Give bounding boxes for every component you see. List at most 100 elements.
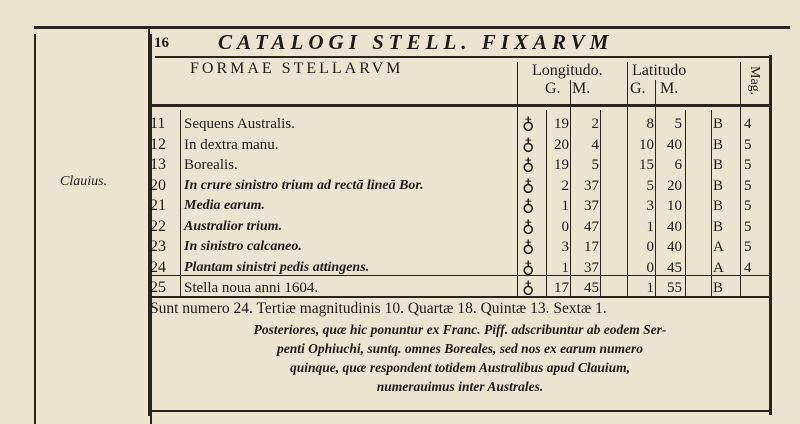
row-number: 13: [150, 156, 166, 173]
col-rule: [627, 62, 628, 296]
table-row: 21 Media earum. ♁ 1 37 3 10 B 5: [150, 196, 770, 216]
table-row: 11 Sequens Australis. ♁ 19 2 8 5 B 4: [150, 114, 770, 134]
latitude-degrees: 15: [639, 157, 654, 173]
latitude-minutes: 55: [667, 280, 682, 296]
col-rule: [517, 62, 518, 296]
top-rule: [34, 26, 790, 29]
latitude-degrees: 10: [639, 136, 654, 153]
longitude-minutes: 37: [584, 259, 599, 276]
magnitude: 4: [744, 259, 752, 276]
latitude-degrees: 8: [646, 116, 655, 132]
star-description: In sinistro calcaneo.: [184, 239, 302, 254]
longitude-degrees: 1: [561, 259, 570, 276]
longitude-minutes: 5: [591, 157, 600, 173]
summary-text: Sunt numero 24. Tertiæ magnitudinis 10. …: [150, 300, 607, 317]
margin-note: Clauius.: [60, 174, 108, 189]
latitude-direction: B: [713, 177, 724, 194]
latitude-minutes: 6: [674, 157, 683, 173]
magnitude: 5: [744, 136, 752, 153]
header-lat-m: M.: [660, 80, 679, 97]
longitude-degrees: 2: [561, 177, 570, 194]
longitude-degrees: 1: [561, 198, 570, 214]
longitude-degrees: 17: [554, 280, 569, 296]
col-rule: [600, 110, 601, 296]
table-row: 24 Plantam sinistri pedis attingens. ♁ 1 37 0…: [150, 258, 770, 278]
longitude-minutes: 37: [584, 198, 599, 214]
latitude-degrees: 0: [646, 239, 655, 255]
star-description: Borealis.: [184, 157, 238, 173]
latitude-direction: B: [713, 157, 724, 173]
header-latitudo: Latitudo: [632, 62, 687, 79]
star-description: In crure sinistro trium ad rectā lineā B…: [184, 177, 424, 193]
header-mag: Mag.: [747, 66, 762, 96]
latitude-degrees: 3: [646, 198, 655, 214]
latitude-direction: A: [713, 259, 724, 276]
row-number: 25: [150, 279, 166, 296]
longitude-minutes: 4: [591, 136, 600, 153]
latitude-minutes: 40: [667, 136, 682, 153]
latitude-degrees: 0: [646, 259, 655, 276]
col-rule: [685, 110, 686, 296]
row-rule: [150, 275, 770, 276]
longitude-minutes: 45: [584, 280, 599, 296]
longitude-minutes: 2: [591, 116, 600, 132]
col-rule: [655, 80, 656, 296]
latitude-minutes: 10: [667, 198, 682, 214]
star-description: Stella noua anni 1604.: [184, 280, 319, 296]
row-number: 11: [150, 115, 166, 132]
star-description: Sequens Australis.: [184, 116, 295, 132]
star-description: Plantam sinistri pedis attingens.: [184, 259, 370, 275]
latitude-direction: B: [713, 136, 724, 153]
margin-column: [34, 34, 152, 424]
col-rule: [546, 110, 547, 296]
row-number: 23: [150, 238, 166, 255]
table-left-border: [148, 26, 150, 416]
header-top-rule: [155, 56, 771, 58]
row-number: 12: [150, 135, 166, 153]
longitude-degrees: 19: [554, 157, 569, 173]
latitude-direction: B: [713, 116, 724, 132]
star-description: Australior trium.: [184, 218, 283, 234]
magnitude: 5: [744, 157, 752, 173]
note-line: quinque, quæ respondent totidem Australi…: [289, 360, 631, 375]
latitude-direction: A: [713, 239, 724, 255]
star-description: Media earum.: [184, 198, 265, 213]
longitude-degrees: 20: [554, 136, 569, 153]
latitude-minutes: 40: [667, 239, 682, 255]
longitude-minutes: 17: [584, 239, 599, 255]
note-line: numerauimus inter Australes.: [376, 379, 544, 394]
ophiuchus-symbol-icon: ♁: [522, 196, 535, 215]
longitude-degrees: 3: [561, 239, 570, 255]
col-rule: [711, 110, 712, 296]
bottom-rule: [150, 410, 770, 412]
row-number: 24: [150, 258, 166, 276]
longitude-degrees: 0: [561, 218, 570, 235]
note-line: penti Ophiuchi, suntq. omnes Boreales, s…: [276, 341, 644, 356]
row-number: 21: [150, 197, 166, 214]
latitude-degrees: 1: [646, 218, 655, 235]
ophiuchus-symbol-icon: ♁: [522, 216, 535, 236]
page-number: 16: [154, 35, 169, 51]
table-right-border: [769, 55, 772, 415]
ophiuchus-symbol-icon: ♁: [522, 278, 535, 297]
header-bottom-rule: [150, 104, 770, 107]
longitude-minutes: 47: [584, 218, 599, 235]
table-row: 20 In crure sinistro trium ad rectā lineā…: [150, 176, 770, 196]
latitude-direction: B: [713, 218, 724, 235]
header-long-m: M.: [572, 80, 591, 97]
magnitude: 5: [744, 198, 752, 214]
longitude-degrees: 19: [554, 116, 569, 132]
col-rule: [180, 110, 181, 296]
latitude-minutes: 45: [667, 259, 682, 276]
summary-rule: [150, 296, 770, 298]
header-longitudo: Longitudo.: [532, 62, 603, 79]
latitude-degrees: 1: [646, 280, 655, 296]
ophiuchus-symbol-icon: ♁: [522, 134, 535, 154]
running-title: CATALOGI STELL. FIXARVM: [218, 30, 614, 54]
magnitude: 4: [744, 116, 752, 132]
col-rule: [570, 80, 571, 296]
latitude-direction: B: [713, 280, 724, 296]
ophiuchus-symbol-icon: ♁: [522, 155, 535, 174]
header-lat-g: G.: [630, 80, 646, 97]
magnitude: 5: [744, 239, 752, 255]
